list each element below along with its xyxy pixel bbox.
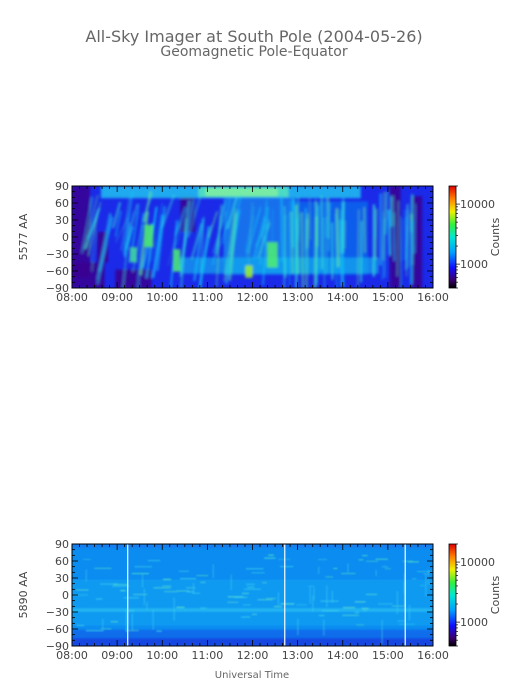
x-tick-label: 15:00 [372, 649, 404, 662]
x-tick-label: 16:00 [417, 291, 449, 304]
x-tick-label: 09:00 [101, 291, 133, 304]
x-tick-label: 08:00 [56, 649, 88, 662]
y-tick-label: −30 [46, 248, 69, 261]
y-tick-label: 0 [62, 231, 69, 244]
x-tick-label: 11:00 [192, 291, 224, 304]
y-axis-label: 5577 AA [17, 213, 30, 260]
x-tick-label: 13:00 [282, 649, 314, 662]
colorbar-tick-label: 10000 [460, 556, 495, 569]
heatmap-image [72, 186, 433, 288]
y-tick-label: 30 [55, 214, 69, 227]
x-tick-label: 16:00 [417, 649, 449, 662]
x-axis: 08:00 09:00 10:00 11:00 12:00 13:00 14:00 15:00… [56, 186, 449, 304]
x-tick-label: 11:00 [192, 649, 224, 662]
colorbar-label: Counts [489, 218, 502, 257]
panel-5890: 08:00 09:00 10:00 11:00 12:00 13:00 14:00 15:00… [17, 538, 502, 662]
y-tick-label: 90 [55, 538, 69, 551]
y-tick-label: −60 [46, 265, 69, 278]
y-tick-label: 60 [55, 555, 69, 568]
x-tick-label: 09:00 [101, 649, 133, 662]
y-tick-label: −90 [46, 640, 69, 653]
y-tick-label: 30 [55, 572, 69, 585]
chart-subtitle: Geomagnetic Pole-Equator [160, 44, 347, 60]
x-tick-label: 10:00 [146, 291, 178, 304]
x-tick-label: 13:00 [282, 291, 314, 304]
y-axis: 90 60 30 0 −30 −60 −90 [46, 538, 433, 653]
y-tick-label: −90 [46, 282, 69, 295]
colorbar-tick-label: 1000 [460, 258, 488, 271]
colorbar-tick-label: 10000 [460, 198, 495, 211]
x-tick-label: 08:00 [56, 291, 88, 304]
y-axis: 90 60 30 0 −30 −60 −90 [46, 180, 433, 295]
panel-5577: 08:00 09:00 10:00 11:00 12:00 13:00 14:00 15:00… [17, 180, 502, 304]
y-tick-label: −60 [46, 623, 69, 636]
colorbar-label: Counts [489, 576, 502, 615]
colorbar-tick-label: 1000 [460, 616, 488, 629]
x-tick-label: 12:00 [237, 649, 269, 662]
y-tick-label: −30 [46, 606, 69, 619]
x-tick-label: 14:00 [327, 649, 359, 662]
x-axis: 08:00 09:00 10:00 11:00 12:00 13:00 14:00 15:00… [56, 544, 449, 662]
y-tick-label: 90 [55, 180, 69, 193]
chart-title: All-Sky Imager at South Pole (2004-05-26… [85, 27, 422, 46]
x-axis-label: Universal Time [215, 670, 289, 680]
x-tick-label: 15:00 [372, 291, 404, 304]
x-tick-label: 12:00 [237, 291, 269, 304]
y-tick-label: 60 [55, 197, 69, 210]
y-axis-label: 5890 AA [17, 571, 30, 618]
x-tick-label: 14:00 [327, 291, 359, 304]
x-tick-label: 10:00 [146, 649, 178, 662]
y-tick-label: 0 [62, 589, 69, 602]
heatmap-image [72, 544, 433, 646]
